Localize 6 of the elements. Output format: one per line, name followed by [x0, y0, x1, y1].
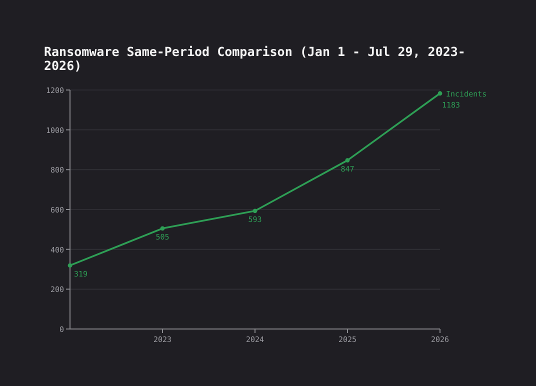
point: [345, 158, 350, 163]
chart-title: Ransomware Same-Period Comparison (Jan 1 - Jul 29, 2023-2026): [44, 44, 466, 73]
point: [438, 91, 442, 96]
point: [160, 226, 165, 231]
point: [68, 263, 72, 268]
point: [252, 208, 258, 214]
